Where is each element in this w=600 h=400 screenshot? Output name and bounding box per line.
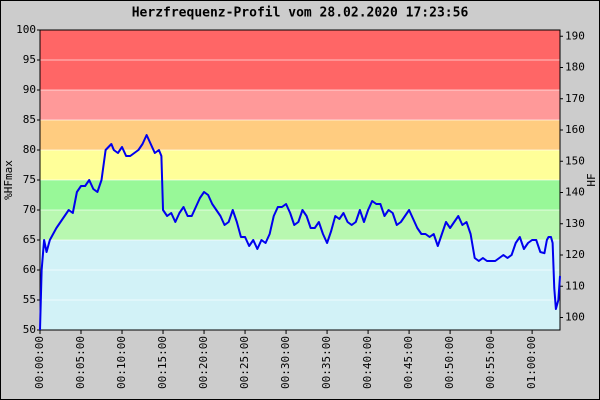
x-tick-label: 00:45:00 [402, 336, 415, 389]
x-tick-label: 00:15:00 [156, 336, 169, 389]
x-tick-label: 01:00:00 [525, 336, 538, 389]
zone [40, 150, 560, 180]
y2-tick-label: 160 [565, 123, 585, 136]
y2-tick-label: 190 [565, 29, 585, 42]
x-tick-label: 00:20:00 [197, 336, 210, 389]
y-tick-label: 65 [23, 233, 36, 246]
zone [40, 180, 560, 210]
y-tick-label: 50 [23, 323, 36, 336]
y2-tick-label: 170 [565, 92, 585, 105]
y-tick-label: 95 [23, 53, 36, 66]
x-tick-label: 00:35:00 [320, 336, 333, 389]
x-tick-label: 00:30:00 [279, 336, 292, 389]
y2-tick-label: 180 [565, 61, 585, 74]
y-tick-label: 75 [23, 173, 36, 186]
y2-tick-label: 100 [565, 311, 585, 324]
x-tick-label: 00:55:00 [484, 336, 497, 389]
x-tick-label: 00:25:00 [238, 336, 251, 389]
y2-tick-label: 130 [565, 217, 585, 230]
x-tick-label: 00:00:00 [33, 336, 46, 389]
y-tick-label: 80 [23, 143, 36, 156]
y-tick-label: 90 [23, 83, 36, 96]
chart-title: Herzfrequenz-Profil vom 28.02.2020 17:23… [132, 6, 469, 21]
zone [40, 240, 560, 330]
y-tick-label: 55 [23, 293, 36, 306]
x-tick-label: 00:10:00 [115, 336, 128, 389]
y-tick-label: 60 [23, 263, 36, 276]
hr-line [39, 134, 561, 331]
y-tick-label: 100 [16, 23, 36, 36]
y2-tick-label: 120 [565, 248, 585, 261]
y2-axis-label: HF [585, 173, 598, 186]
y2-tick-label: 110 [565, 279, 585, 292]
x-tick-label: 00:40:00 [361, 336, 374, 389]
y-axis-label: %HFmax [2, 160, 15, 200]
y2-tick-label: 150 [565, 154, 585, 167]
x-tick-label: 00:50:00 [443, 336, 456, 389]
zone [40, 90, 560, 120]
zone [40, 120, 560, 150]
x-tick-label: 00:05:00 [74, 336, 87, 389]
plot-frame [39, 29, 561, 331]
y-tick-label: 85 [23, 113, 36, 126]
y-tick-label: 70 [23, 203, 36, 216]
y2-tick-label: 140 [565, 186, 585, 199]
